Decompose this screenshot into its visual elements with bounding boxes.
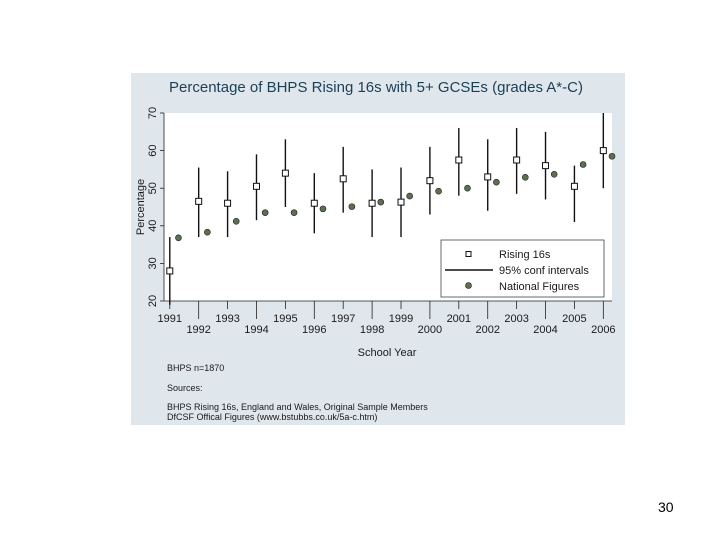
national-figure-point	[175, 234, 182, 242]
y-tick-label: 50	[147, 182, 159, 194]
rising16s-point	[599, 147, 607, 155]
national-figure-point	[406, 192, 413, 200]
legend-swatch-national	[465, 282, 472, 289]
legend-label-national: National Figures	[499, 281, 580, 293]
x-tick-label-lower: 1994	[244, 324, 268, 336]
y-axis-label: Percentage	[135, 179, 147, 235]
national-figure-point	[493, 178, 500, 186]
y-tick-label: 30	[147, 257, 159, 269]
x-tick-label-upper: 1993	[215, 313, 239, 325]
note-source-dfcsf: DfCSF Offical Figures (www.bstubbs.co.uk…	[167, 412, 378, 422]
national-figure-point	[348, 203, 356, 210]
rising16s-point	[426, 177, 434, 185]
rising16s-point	[397, 198, 405, 206]
x-tick-label-lower: 1996	[302, 324, 326, 336]
x-tick-label-upper: 2005	[562, 313, 586, 325]
chart-title: Percentage of BHPS Rising 16s with 5+ GC…	[169, 79, 583, 96]
legend-label-rising16s: Rising 16s	[499, 249, 551, 261]
y-tick-label: 20	[147, 295, 159, 307]
rising16s-point	[570, 182, 578, 190]
rising16s-point	[368, 199, 376, 207]
national-figure-point	[319, 205, 327, 213]
national-figure-point	[550, 170, 558, 178]
national-figure-point	[608, 152, 616, 160]
chart-svg: Percentage of BHPS Rising 16s with 5+ GC…	[135, 79, 616, 359]
legend-label-conf-intervals: 95% conf intervals	[499, 265, 589, 277]
rising16s-point	[252, 182, 260, 190]
legend-swatch-rising16s	[465, 251, 472, 257]
x-tick-label-upper: 2003	[504, 313, 528, 325]
national-figure-point	[232, 217, 240, 225]
x-tick-label-lower: 2000	[418, 324, 442, 336]
note-sources-heading: Sources:	[167, 383, 203, 393]
rising16s-point	[166, 267, 174, 275]
national-figure-point	[290, 209, 298, 216]
rising16s-point	[455, 156, 463, 164]
data-marks	[166, 113, 616, 305]
national-figure-point	[464, 184, 471, 192]
x-tick-label-lower: 1992	[186, 324, 210, 336]
rising16s-point	[224, 199, 232, 207]
x-tick-label-lower: 2002	[475, 324, 499, 336]
x-tick-label-lower: 2006	[591, 324, 615, 336]
legend: Rising 16s 95% conf intervals National F…	[440, 239, 605, 298]
rising16s-point	[310, 199, 318, 207]
national-figure-point	[521, 173, 529, 181]
x-tick-label-upper: 1995	[273, 313, 297, 325]
rising16s-point	[281, 169, 289, 177]
national-figure-point	[377, 198, 385, 206]
y-tick-label: 60	[147, 144, 159, 156]
note-sample-size: BHPS n=1870	[167, 363, 225, 373]
note-source-bhps: BHPS Rising 16s, England and Wales, Orig…	[167, 402, 428, 412]
chart-figure: Percentage of BHPS Rising 16s with 5+ GC…	[131, 73, 625, 425]
x-tick-label-upper: 1997	[331, 313, 355, 325]
y-tick-label: 70	[147, 107, 159, 119]
x-tick-label-upper: 1991	[158, 313, 182, 325]
y-tick-label: 40	[147, 220, 159, 232]
national-figure-point	[435, 187, 442, 195]
x-axis-label: School Year	[358, 347, 417, 359]
national-figure-point	[204, 228, 211, 236]
slide-number: 30	[658, 499, 674, 515]
rising16s-point	[195, 197, 203, 205]
x-tick-label-upper: 1999	[389, 313, 413, 325]
national-figure-point	[261, 209, 269, 216]
x-tick-label-upper: 2001	[447, 313, 471, 325]
rising16s-point	[484, 173, 492, 181]
x-tick-label-lower: 1998	[360, 324, 384, 336]
national-figure-point	[579, 161, 587, 168]
rising16s-point	[339, 175, 347, 183]
rising16s-point	[542, 162, 550, 170]
rising16s-point	[513, 156, 521, 164]
x-tick-label-lower: 2004	[533, 324, 557, 336]
